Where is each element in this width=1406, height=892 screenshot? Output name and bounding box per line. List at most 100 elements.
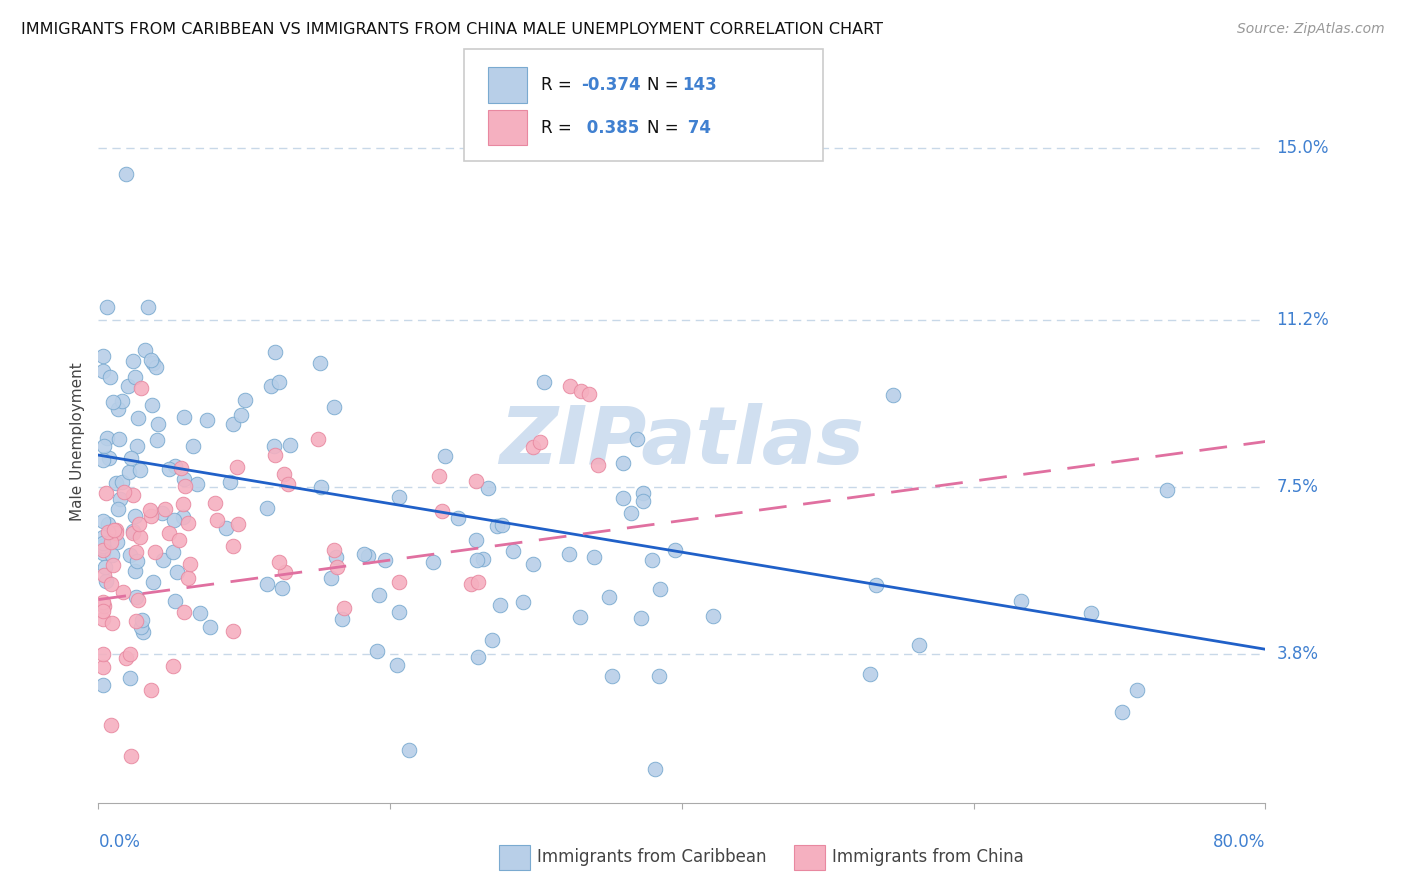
Text: 3.8%: 3.8%	[1277, 645, 1319, 663]
Point	[91, 546, 114, 560]
Point	[91, 363, 114, 377]
Point	[267, 555, 290, 569]
Text: 11.2%: 11.2%	[1277, 310, 1329, 328]
Point	[586, 458, 609, 472]
Point	[1156, 483, 1178, 498]
Point	[865, 578, 887, 592]
Point	[529, 435, 551, 450]
Point	[105, 535, 128, 549]
Point	[398, 743, 420, 757]
Point	[464, 533, 486, 548]
Point	[97, 450, 120, 465]
Point	[422, 555, 444, 569]
Point	[101, 395, 124, 409]
Point	[188, 606, 211, 620]
Text: 74: 74	[682, 119, 711, 136]
Text: Source: ZipAtlas.com: Source: ZipAtlas.com	[1237, 22, 1385, 37]
Point	[385, 658, 408, 673]
Point	[271, 581, 294, 595]
Point	[1111, 705, 1133, 719]
Point	[326, 559, 349, 574]
Point	[127, 439, 149, 453]
Point	[633, 486, 655, 500]
Point	[97, 524, 120, 539]
Y-axis label: Male Unemployment: Male Unemployment	[69, 362, 84, 521]
Point	[170, 461, 193, 475]
Point	[91, 678, 114, 692]
Text: IMMIGRANTS FROM CARIBBEAN VS IMMIGRANTS FROM CHINA MALE UNEMPLOYMENT CORRELATION: IMMIGRANTS FROM CARIBBEAN VS IMMIGRANTS …	[21, 22, 883, 37]
Point	[1080, 606, 1102, 620]
Point	[125, 554, 148, 568]
Text: 15.0%: 15.0%	[1277, 139, 1329, 157]
Point	[124, 370, 146, 384]
Point	[100, 534, 122, 549]
Point	[124, 590, 146, 604]
Point	[91, 530, 114, 544]
Point	[96, 431, 118, 445]
Point	[558, 547, 581, 561]
Point	[150, 506, 173, 520]
Point	[94, 574, 117, 588]
Point	[145, 359, 167, 374]
Point	[198, 620, 221, 634]
Point	[121, 524, 143, 538]
Point	[91, 349, 114, 363]
Point	[222, 539, 245, 553]
Point	[163, 513, 186, 527]
Point	[93, 599, 115, 613]
Point	[485, 519, 508, 533]
Point	[387, 490, 409, 504]
Point	[136, 301, 159, 315]
Point	[142, 356, 165, 370]
Point	[173, 472, 195, 486]
Point	[103, 523, 125, 537]
Point	[96, 486, 118, 500]
Point	[110, 394, 132, 409]
Point	[664, 543, 686, 558]
Point	[558, 379, 581, 393]
Point	[633, 494, 655, 508]
Point	[91, 604, 114, 618]
Point	[307, 432, 329, 446]
Point	[91, 597, 114, 611]
Point	[612, 491, 634, 505]
Point	[512, 595, 534, 609]
Point	[107, 402, 129, 417]
Point	[502, 543, 524, 558]
Point	[273, 467, 295, 482]
Point	[467, 553, 489, 567]
Point	[101, 616, 124, 631]
Point	[153, 501, 176, 516]
Text: ZIPatlas: ZIPatlas	[499, 402, 865, 481]
Text: N =: N =	[647, 76, 683, 94]
Point	[167, 533, 190, 548]
Point	[93, 612, 115, 626]
Point	[323, 401, 346, 415]
Point	[333, 601, 356, 615]
Point	[433, 449, 456, 463]
Point	[612, 456, 634, 470]
Point	[141, 352, 163, 367]
Point	[127, 411, 149, 425]
Point	[124, 564, 146, 578]
Point	[91, 514, 114, 528]
Point	[357, 549, 380, 563]
Point	[166, 566, 188, 580]
Point	[177, 516, 200, 531]
Point	[522, 440, 544, 454]
Point	[165, 594, 187, 608]
Point	[325, 549, 347, 564]
Text: Immigrants from China: Immigrants from China	[832, 848, 1024, 866]
Point	[229, 408, 252, 422]
Point	[179, 557, 201, 571]
Point	[121, 748, 143, 763]
Point	[330, 612, 353, 626]
Point	[173, 479, 195, 493]
Point	[218, 475, 240, 489]
Point	[128, 463, 150, 477]
Point	[112, 485, 135, 500]
Point	[263, 439, 285, 453]
Point	[533, 375, 555, 389]
Text: Immigrants from Caribbean: Immigrants from Caribbean	[537, 848, 766, 866]
Point	[447, 511, 470, 525]
